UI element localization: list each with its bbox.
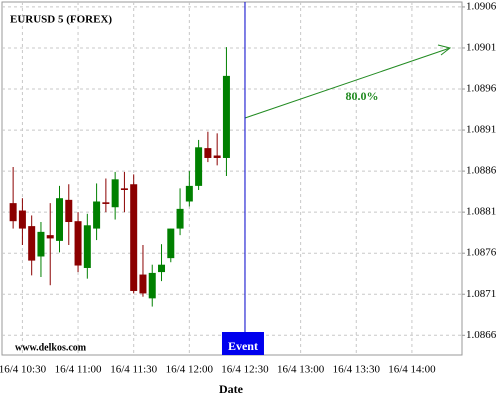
x-tick-label: 16/4 11:30 — [110, 364, 157, 376]
x-tick-label: 16/4 14:00 — [388, 364, 436, 376]
y-tick-label: 1.0906 — [466, 0, 497, 12]
watermark: www.delkos.com — [15, 342, 87, 353]
candle-body — [130, 184, 138, 291]
candle-body — [148, 272, 156, 299]
x-tick-label: 16/4 13:30 — [333, 364, 381, 376]
event-label: Event — [228, 339, 258, 353]
candle-body — [56, 198, 63, 241]
y-tick-label: 1.0881 — [466, 206, 496, 218]
candle-body — [185, 185, 193, 202]
forecast-label: 80.0% — [346, 89, 379, 103]
y-tick-label: 1.0876 — [466, 247, 497, 259]
candle-body — [18, 210, 26, 229]
candle-body — [213, 155, 221, 158]
y-tick-label: 1.0866 — [466, 329, 497, 341]
x-axis-label: Date — [219, 382, 244, 396]
candle-body — [176, 208, 184, 229]
forecast-arrow — [244, 47, 451, 119]
candle-body — [167, 228, 175, 259]
y-tick-label: 1.0896 — [466, 83, 497, 95]
candle-body — [74, 221, 82, 266]
candle-body — [37, 231, 45, 257]
y-tick-label: 1.0891 — [466, 124, 496, 136]
event-box — [221, 332, 264, 355]
x-tick-label: 16/4 13:00 — [277, 364, 325, 376]
candle-body — [28, 226, 36, 261]
candle-body — [204, 148, 212, 158]
candle-body — [65, 199, 73, 223]
candle-body — [158, 264, 166, 273]
candle-body — [139, 274, 147, 294]
y-tick-label: 1.0901 — [466, 42, 496, 54]
candle-body — [46, 235, 54, 239]
candle-body — [195, 147, 203, 186]
chart-title: EURUSD 5 (FOREX) — [10, 14, 112, 26]
candle-body — [102, 202, 110, 204]
candle-body — [222, 75, 230, 158]
y-tick-label: 1.0886 — [466, 165, 497, 177]
candle-body — [83, 225, 91, 268]
x-tick-label: 16/4 12:30 — [221, 364, 269, 376]
candle-body — [9, 203, 17, 222]
forecast-arrowhead — [437, 44, 452, 56]
x-tick-label: 16/4 10:30 — [0, 364, 47, 376]
plot-frame — [1, 1, 463, 356]
candle-body — [120, 188, 128, 190]
y-tick-label: 1.0871 — [466, 288, 496, 300]
candle-body — [111, 179, 119, 208]
x-tick-label: 16/4 11:00 — [55, 364, 102, 376]
candle-body — [93, 201, 101, 229]
x-tick-label: 16/4 12:00 — [166, 364, 214, 376]
